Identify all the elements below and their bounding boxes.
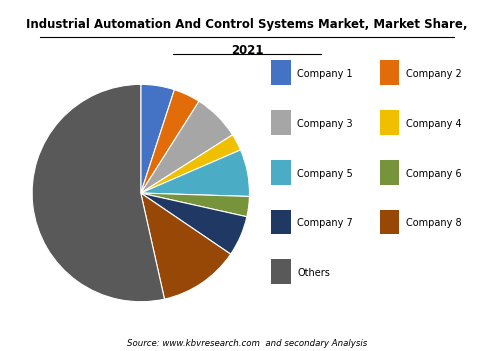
- Wedge shape: [141, 84, 174, 193]
- Text: Company 4: Company 4: [406, 119, 461, 129]
- Text: Source: www.kbvresearch.com  and secondary Analysis: Source: www.kbvresearch.com and secondar…: [127, 339, 367, 348]
- Wedge shape: [141, 193, 249, 217]
- Wedge shape: [141, 193, 231, 299]
- Text: Industrial Automation And Control Systems Market, Market Share,: Industrial Automation And Control System…: [26, 18, 468, 31]
- Wedge shape: [141, 135, 241, 193]
- Wedge shape: [141, 90, 199, 193]
- FancyBboxPatch shape: [271, 60, 290, 85]
- FancyBboxPatch shape: [271, 259, 290, 284]
- FancyBboxPatch shape: [380, 110, 399, 135]
- Text: 2021: 2021: [231, 44, 263, 57]
- Wedge shape: [141, 101, 233, 193]
- FancyBboxPatch shape: [380, 60, 399, 85]
- FancyBboxPatch shape: [271, 210, 290, 234]
- Wedge shape: [141, 150, 249, 197]
- FancyBboxPatch shape: [380, 160, 399, 185]
- FancyBboxPatch shape: [380, 210, 399, 234]
- Wedge shape: [32, 84, 165, 302]
- FancyBboxPatch shape: [271, 110, 290, 135]
- Text: Company 7: Company 7: [297, 218, 353, 229]
- Wedge shape: [141, 193, 247, 254]
- Text: Company 6: Company 6: [406, 168, 461, 179]
- Text: Company 8: Company 8: [406, 218, 461, 229]
- Text: Company 2: Company 2: [406, 69, 461, 79]
- FancyBboxPatch shape: [271, 160, 290, 185]
- Text: Others: Others: [297, 268, 330, 278]
- Text: Company 1: Company 1: [297, 69, 353, 79]
- Text: Company 5: Company 5: [297, 168, 353, 179]
- Text: Company 3: Company 3: [297, 119, 353, 129]
